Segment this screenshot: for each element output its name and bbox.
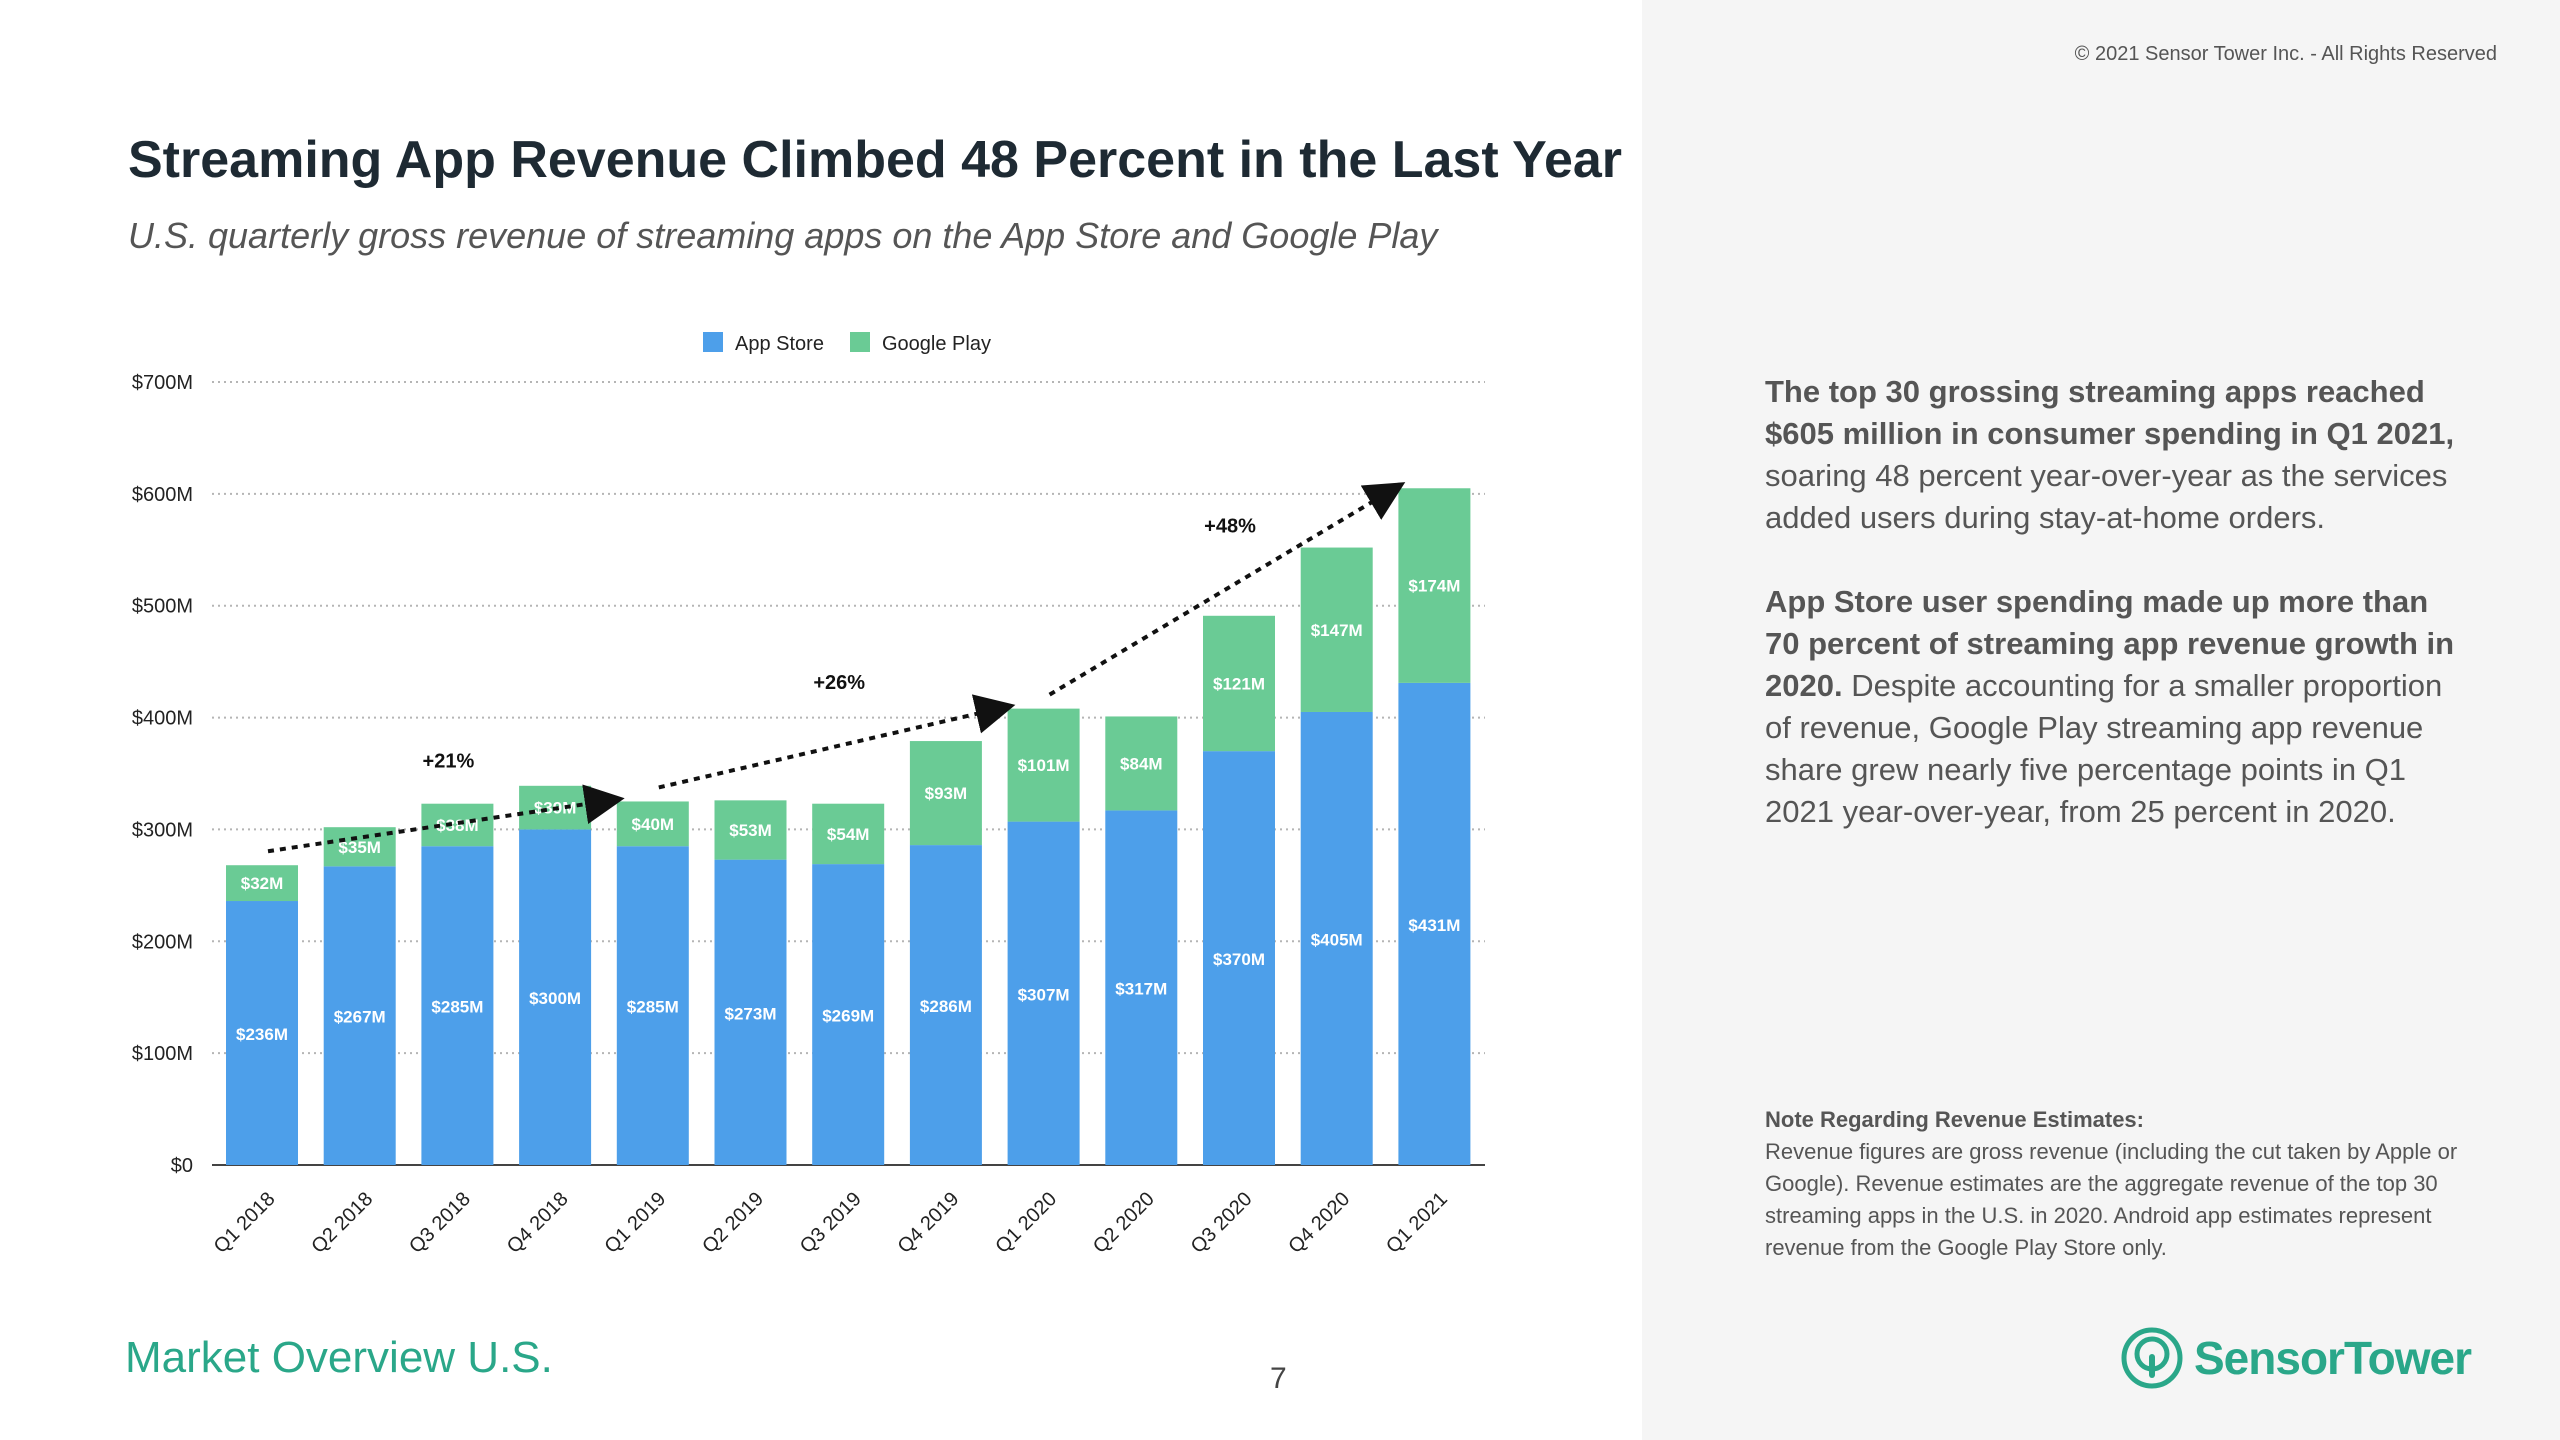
bar-google-play bbox=[1300, 547, 1373, 712]
x-tick-label: Q2 2018 bbox=[307, 1188, 377, 1258]
sensortower-logo-icon bbox=[2121, 1327, 2183, 1389]
bar-label-app-store: $405M bbox=[1311, 930, 1363, 949]
x-tick-label: Q1 2021 bbox=[1382, 1188, 1452, 1258]
bar-google-play bbox=[1007, 708, 1080, 822]
y-tick-label: $600M bbox=[132, 484, 193, 506]
bar-app-store bbox=[616, 846, 689, 1165]
bar-label-google-play: $32M bbox=[241, 874, 284, 893]
bar-google-play bbox=[909, 741, 982, 846]
note-body: Revenue figures are gross revenue (inclu… bbox=[1765, 1139, 2458, 1260]
growth-label: +48% bbox=[1204, 515, 1256, 537]
summary-paragraph-2-text: Despite accounting for a smaller proport… bbox=[1765, 668, 2443, 829]
x-tick-label: Q4 2018 bbox=[503, 1188, 573, 1258]
bar-app-store bbox=[226, 901, 298, 1165]
sensortower-logo: SensorTower bbox=[2120, 1325, 2472, 1391]
page-subtitle: U.S. quarterly gross revenue of streamin… bbox=[128, 215, 1438, 256]
bar-label-google-play: $38M bbox=[436, 816, 479, 835]
bar-label-app-store: $431M bbox=[1408, 916, 1460, 935]
summary-paragraph-1-text: soaring 48 percent year-over-year as the… bbox=[1765, 458, 2448, 535]
bar-app-store bbox=[1300, 711, 1373, 1165]
bar-app-store bbox=[812, 864, 885, 1165]
bar-app-store bbox=[323, 866, 396, 1165]
bar-label-app-store: $267M bbox=[334, 1008, 386, 1027]
bar-google-play bbox=[1203, 615, 1275, 752]
x-tick-label: Q4 2019 bbox=[894, 1188, 964, 1258]
revenue-chart: $0 $100M $200M $300M $400M $500M $600M $700M App… bbox=[132, 332, 1485, 1258]
y-tick-label: $0 bbox=[171, 1155, 193, 1177]
bar-google-play bbox=[1105, 716, 1178, 811]
bar-app-store bbox=[909, 845, 982, 1165]
bar-label-app-store: $370M bbox=[1213, 950, 1265, 969]
bar-label-app-store: $285M bbox=[627, 998, 679, 1017]
bar-app-store bbox=[519, 829, 592, 1165]
summary-paragraph-1: The top 30 grossing streaming apps reach… bbox=[1765, 371, 2465, 539]
bar-label-google-play: $35M bbox=[338, 838, 381, 857]
summary-paragraph-2: App Store user spending made up more tha… bbox=[1765, 581, 2465, 833]
y-tick-label: $500M bbox=[132, 596, 193, 618]
bar-label-app-store: $285M bbox=[431, 998, 483, 1017]
growth-label: +21% bbox=[423, 750, 475, 772]
bar-label-app-store: $236M bbox=[236, 1025, 288, 1044]
bar-label-google-play: $101M bbox=[1018, 756, 1070, 775]
x-tick-label: Q3 2018 bbox=[405, 1188, 475, 1258]
copyright-text: © 2021 Sensor Tower Inc. - All Rights Re… bbox=[2074, 43, 2497, 65]
x-tick-label: Q2 2019 bbox=[698, 1188, 768, 1258]
section-label: Market Overview U.S. bbox=[125, 1333, 553, 1382]
bar-label-google-play: $93M bbox=[925, 784, 968, 803]
page-number: 7 bbox=[1270, 1362, 1287, 1395]
bar-label-app-store: $300M bbox=[529, 989, 581, 1008]
bar-label-google-play: $40M bbox=[632, 815, 675, 834]
legend-swatch-google-play bbox=[850, 332, 870, 352]
x-tick-label: Q3 2019 bbox=[796, 1188, 866, 1258]
bar-google-play bbox=[616, 801, 689, 847]
note-title: Note Regarding Revenue Estimates: bbox=[1765, 1107, 2144, 1132]
summary-paragraph-2-bold: App Store user spending made up more tha… bbox=[1765, 584, 2455, 703]
bar-app-store bbox=[1105, 810, 1178, 1165]
summary-paragraph-1-bold: The top 30 grossing streaming apps reach… bbox=[1765, 374, 2455, 451]
bar-google-play bbox=[421, 803, 494, 847]
x-tick-label: Q1 2018 bbox=[210, 1188, 280, 1258]
growth-arrow bbox=[267, 784, 625, 854]
y-tick-label: $700M bbox=[132, 372, 193, 394]
y-tick-label: $300M bbox=[132, 819, 193, 841]
bar-label-google-play: $147M bbox=[1311, 621, 1363, 640]
y-tick-label: $400M bbox=[132, 708, 193, 730]
logo-text: SensorTower bbox=[2194, 1332, 2472, 1384]
growth-arrow bbox=[1048, 482, 1406, 697]
growth-label: +26% bbox=[813, 672, 865, 694]
legend-label-google-play: Google Play bbox=[882, 333, 991, 355]
x-tick-label: Q1 2020 bbox=[991, 1188, 1061, 1258]
x-tick-label: Q1 2019 bbox=[601, 1188, 671, 1258]
x-tick-label: Q2 2020 bbox=[1089, 1188, 1159, 1258]
bar-app-store bbox=[421, 846, 494, 1165]
bar-label-google-play: $174M bbox=[1408, 577, 1460, 596]
bar-google-play bbox=[714, 800, 787, 860]
bar-label-app-store: $273M bbox=[725, 1004, 777, 1023]
bar-label-app-store: $269M bbox=[822, 1007, 874, 1026]
bar-app-store bbox=[714, 859, 787, 1165]
bar-label-google-play: $121M bbox=[1213, 674, 1265, 693]
side-panel bbox=[1642, 0, 2560, 1440]
y-tick-label: $100M bbox=[132, 1043, 193, 1065]
bar-label-app-store: $286M bbox=[920, 997, 972, 1016]
bar-google-play bbox=[323, 827, 396, 867]
page-title: Streaming App Revenue Climbed 48 Percent… bbox=[128, 131, 1623, 189]
bar-app-store bbox=[1007, 821, 1080, 1165]
bar-label-app-store: $307M bbox=[1018, 985, 1070, 1004]
y-tick-label: $200M bbox=[132, 931, 193, 953]
bar-google-play bbox=[812, 803, 885, 865]
bar-app-store bbox=[1203, 751, 1275, 1165]
legend-label-app-store: App Store bbox=[735, 333, 824, 355]
x-tick-label: Q4 2020 bbox=[1284, 1188, 1354, 1258]
bar-label-google-play: $54M bbox=[827, 825, 870, 844]
bar-app-store bbox=[1398, 682, 1471, 1165]
x-tick-label: Q3 2020 bbox=[1187, 1188, 1257, 1258]
bar-label-google-play: $53M bbox=[729, 821, 772, 840]
bar-label-app-store: $317M bbox=[1115, 980, 1167, 999]
bar-google-play bbox=[1398, 488, 1471, 683]
bar-label-google-play: $84M bbox=[1120, 754, 1163, 773]
bar-google-play bbox=[226, 865, 298, 902]
revenue-note: Note Regarding Revenue Estimates: Revenu… bbox=[1765, 1104, 2465, 1264]
legend-swatch-app-store bbox=[703, 332, 723, 352]
